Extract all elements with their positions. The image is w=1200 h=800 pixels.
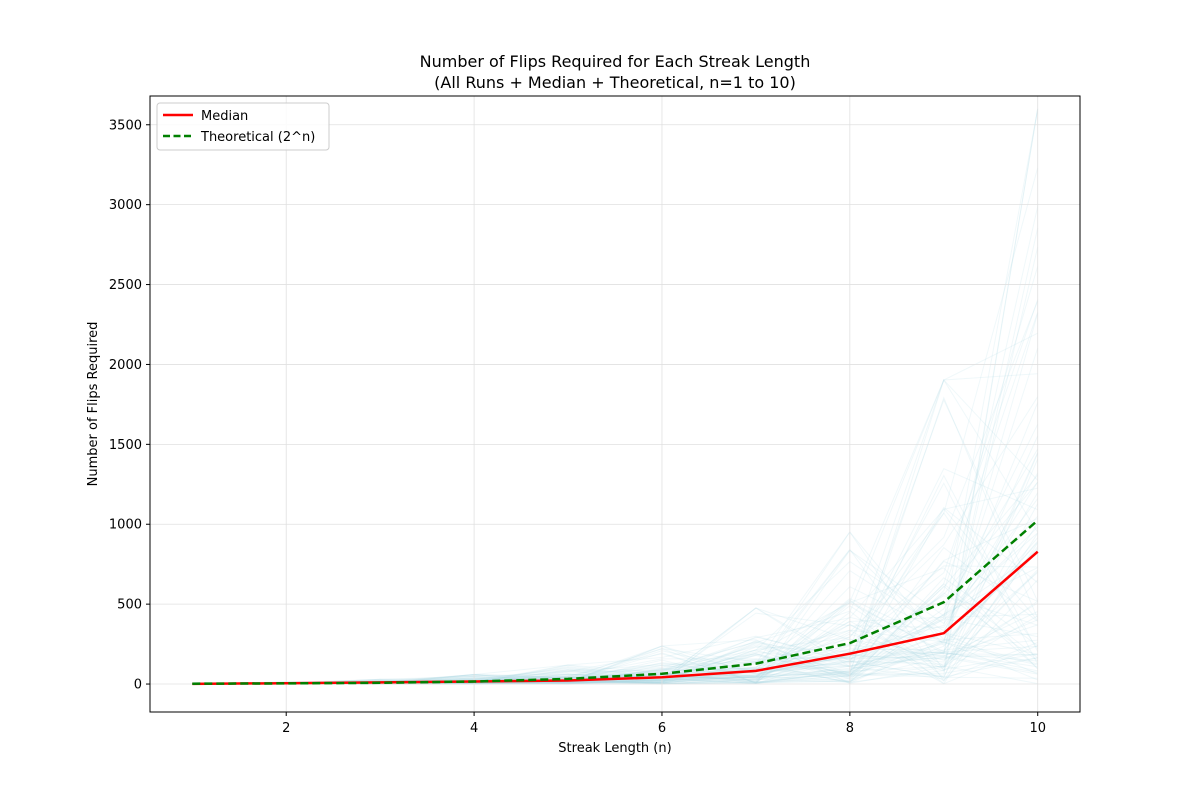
- series-lines-group: [192, 519, 1039, 686]
- x-axis: 2 4 6 8 10: [282, 712, 1046, 736]
- y-tick-label: 2500: [109, 278, 142, 293]
- legend-label-theoretical: Theoretical (2^n): [200, 130, 315, 145]
- x-tick-label: 2: [282, 721, 290, 736]
- y-tick-label: 500: [117, 598, 142, 613]
- y-tick-label: 0: [134, 678, 142, 693]
- y-tick-label: 1000: [109, 518, 142, 533]
- legend-label-median: Median: [201, 109, 248, 124]
- y-axis-label: Number of Flips Required: [86, 322, 101, 487]
- x-axis-label: Streak Length (n): [558, 741, 671, 756]
- y-tick-label: 1500: [109, 438, 142, 453]
- chart-title: Number of Flips Required for Each Streak…: [420, 52, 811, 71]
- x-tick-label: 10: [1029, 721, 1046, 736]
- y-tick-label: 2000: [109, 358, 142, 373]
- run-line: [192, 108, 1039, 685]
- run-line: [192, 311, 1039, 685]
- run-line: [192, 167, 1039, 685]
- series-line-median: [192, 550, 1039, 686]
- series-line-theoretical: [192, 519, 1039, 685]
- y-tick-label: 3000: [109, 198, 142, 213]
- y-tick-label: 3500: [109, 118, 142, 133]
- chart-subtitle: (All Runs + Median + Theoretical, n=1 to…: [434, 73, 796, 92]
- x-tick-label: 6: [658, 721, 666, 736]
- legend-box: [156, 102, 330, 151]
- run-line: [192, 108, 1039, 685]
- x-tick-label: 8: [846, 721, 854, 736]
- run-line: [192, 206, 1039, 685]
- run-line: [192, 567, 1038, 685]
- run-line: [192, 300, 1039, 685]
- x-tick-label: 4: [470, 721, 478, 736]
- run-line: [192, 567, 1039, 685]
- y-axis: 0 500 1000 1500 2000 2500 3000 3500: [109, 118, 150, 693]
- run-line: [192, 546, 1039, 685]
- run-line: [192, 313, 1039, 685]
- legend: Median Theoretical (2^n): [156, 102, 330, 151]
- plot-frame: [149, 95, 1081, 713]
- run-line: [192, 515, 1039, 685]
- all-runs-group: [192, 108, 1039, 685]
